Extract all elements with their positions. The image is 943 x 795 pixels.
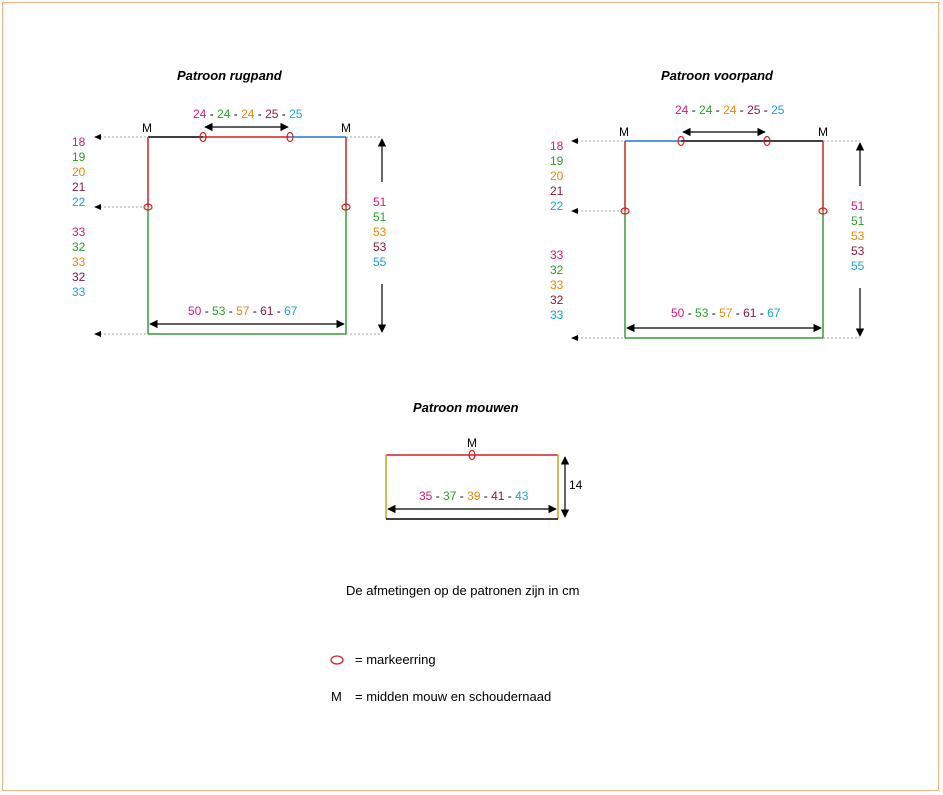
size-value: 22: [72, 195, 86, 209]
size-value: 51: [851, 199, 865, 213]
size-value: 32: [72, 240, 86, 254]
rugpand-length-sizes: 51 51 53 53 55: [373, 195, 386, 270]
size-value: 24: [699, 103, 713, 117]
size-value: 53: [373, 240, 387, 254]
rugpand-leader-arrowhead: [94, 134, 101, 140]
rugpand-armhole-sizes: 18 19 20 21 22: [72, 135, 85, 210]
voorpand-armhole-sizes: 18 19 20 21 22: [550, 139, 563, 214]
voorpand-side-sizes: 33 32 33 32 33: [550, 248, 563, 323]
voorpand-m-right: M: [818, 125, 828, 139]
mouwen-height: 14: [569, 478, 583, 492]
size-value: 25: [747, 103, 761, 117]
voorpand-title: Patroon voorpand: [661, 68, 773, 83]
voorpand-width-sizes: 50 - 53 - 57 - 61 - 67: [671, 306, 781, 320]
voorpand-leader-arrowhead: [571, 138, 578, 144]
legend-marker-ring-icon: [330, 655, 344, 665]
size-value: 51: [373, 210, 387, 224]
marker-ring-icon: [763, 135, 771, 147]
size-value: 33: [550, 308, 564, 322]
rugpand-diagram: [94, 122, 387, 337]
size-value: 18: [550, 139, 564, 153]
size-value: 53: [851, 244, 865, 258]
size-value: 51: [373, 195, 387, 209]
size-value: 32: [550, 263, 564, 277]
size-value: 24: [241, 107, 255, 121]
size-value: 19: [72, 150, 86, 164]
size-value: 33: [550, 248, 564, 262]
size-value: 24: [217, 107, 231, 121]
voorpand-diagram: [571, 127, 865, 341]
size-value: 33: [550, 278, 564, 292]
size-value: 39: [467, 489, 481, 503]
size-value: 50: [671, 306, 685, 320]
voorpand-m-left: M: [619, 125, 629, 139]
rugpand-leader-arrowhead: [94, 331, 101, 337]
size-value: 61: [260, 304, 274, 318]
size-value: 24: [193, 107, 207, 121]
size-value: 57: [719, 306, 733, 320]
marker-ring-icon: [818, 207, 828, 215]
rugpand-title: Patroon rugpand: [177, 68, 282, 83]
voorpand-leader-arrowhead: [571, 208, 578, 214]
size-value: 20: [72, 165, 86, 179]
marker-ring-icon: [286, 131, 294, 143]
size-value: 25: [771, 103, 785, 117]
size-value: 41: [491, 489, 505, 503]
size-value: 37: [443, 489, 457, 503]
marker-ring-icon: [677, 135, 685, 147]
size-value: 67: [284, 304, 298, 318]
size-value: 24: [723, 103, 737, 117]
voorpand-length-sizes: 51 51 53 53 55: [851, 199, 864, 274]
size-value: 67: [767, 306, 781, 320]
size-value: 19: [550, 154, 564, 168]
size-value: 21: [72, 180, 86, 194]
size-value: 25: [289, 107, 303, 121]
size-value: 53: [212, 304, 226, 318]
rugpand-width-sizes: 50 - 53 - 57 - 61 - 67: [188, 304, 298, 318]
size-value: 33: [72, 255, 86, 269]
size-value: 33: [72, 285, 86, 299]
rugpand-top-sizes: 24 - 24 - 24 - 25 - 25: [193, 107, 303, 121]
legend-m-text: = midden mouw en schoudernaad: [355, 689, 552, 704]
size-value: 57: [236, 304, 250, 318]
marker-ring-icon: [341, 203, 351, 211]
rugpand-m-left: M: [142, 121, 152, 135]
size-value: 53: [373, 225, 387, 239]
legend-m-symbol: M: [331, 689, 342, 704]
size-value: 53: [851, 229, 865, 243]
size-value: 32: [550, 293, 564, 307]
size-value: 25: [265, 107, 279, 121]
rugpand-m-right: M: [341, 121, 351, 135]
size-value: 55: [851, 259, 865, 273]
mouwen-m: M: [467, 436, 477, 450]
size-value: 35: [419, 489, 433, 503]
size-value: 20: [550, 169, 564, 183]
size-value: 55: [373, 255, 387, 269]
voorpand-top-sizes: 24 - 24 - 24 - 25 - 25: [675, 103, 785, 117]
size-value: 51: [851, 214, 865, 228]
mouwen-width-sizes: 35 - 37 - 39 - 41 - 43: [419, 489, 529, 503]
size-value: 50: [188, 304, 202, 318]
size-value: 43: [515, 489, 529, 503]
rugpand-leader-arrowhead: [94, 204, 101, 210]
marker-ring-icon: [199, 131, 207, 143]
legend-marker-text: = markeerring: [355, 652, 436, 667]
size-value: 61: [743, 306, 757, 320]
size-value: 33: [72, 225, 86, 239]
size-value: 32: [72, 270, 86, 284]
measurement-note: De afmetingen op de patronen zijn in cm: [346, 583, 580, 598]
mouwen-diagram: [385, 449, 570, 520]
size-value: 18: [72, 135, 86, 149]
rugpand-side-sizes: 33 32 33 32 33: [72, 225, 85, 300]
size-value: 24: [675, 103, 689, 117]
size-value: 22: [550, 199, 564, 213]
voorpand-leader-arrowhead: [571, 335, 578, 341]
mouwen-title: Patroon mouwen: [413, 400, 519, 415]
size-value: 53: [695, 306, 709, 320]
marker-ring-icon: [468, 449, 476, 461]
size-value: 21: [550, 184, 564, 198]
